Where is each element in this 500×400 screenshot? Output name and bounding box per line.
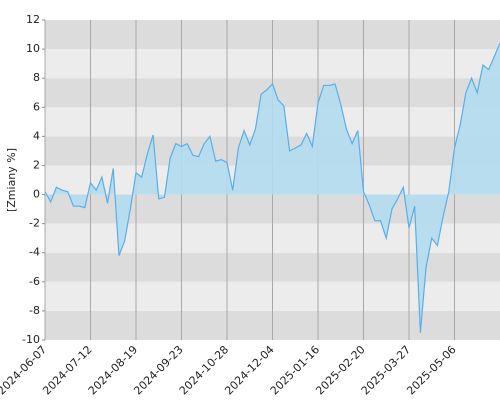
y-tick-label: -6 <box>29 275 40 288</box>
y-tick-label: -10 <box>22 333 40 346</box>
y-tick-label: 10 <box>26 42 40 55</box>
y-tick-label: 12 <box>26 13 40 26</box>
y-tick-label: 0 <box>33 188 40 201</box>
y-tick-label: 2 <box>33 158 40 171</box>
y-tick-label: 8 <box>33 71 40 84</box>
y-tick-label: -2 <box>29 217 40 230</box>
y-tick-label: 6 <box>33 100 40 113</box>
y-tick-label: -8 <box>29 304 40 317</box>
x-tick-label: 2025-05-06 <box>404 343 458 397</box>
area <box>45 43 500 333</box>
line <box>44 43 500 333</box>
y-axis-label: [Zmiany %] <box>5 148 18 212</box>
y-tick-label: -4 <box>29 246 40 259</box>
y-tick-label: 4 <box>33 129 40 142</box>
